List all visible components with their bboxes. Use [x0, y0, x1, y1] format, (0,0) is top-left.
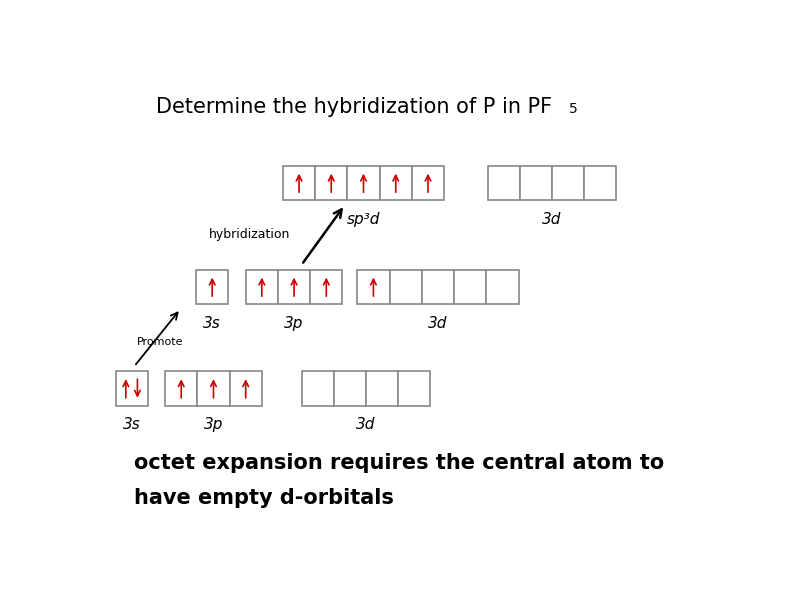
Text: 3d: 3d	[428, 316, 447, 331]
Bar	[334, 371, 366, 406]
Bar	[115, 371, 148, 406]
Bar	[196, 269, 228, 304]
Text: 3s: 3s	[203, 316, 221, 331]
Text: 3s: 3s	[122, 418, 141, 433]
Text: 5: 5	[569, 103, 578, 116]
Text: 3d: 3d	[356, 418, 376, 433]
Bar	[487, 166, 520, 200]
Bar	[584, 166, 617, 200]
Text: Promote: Promote	[138, 337, 184, 347]
Bar	[454, 269, 486, 304]
Text: Determine the hybridization of P in PF: Determine the hybridization of P in PF	[156, 97, 552, 118]
Text: 3d: 3d	[542, 212, 562, 227]
Bar	[198, 371, 230, 406]
Text: sp³d: sp³d	[347, 212, 380, 227]
Bar	[302, 371, 334, 406]
Bar	[486, 269, 518, 304]
Bar	[278, 269, 310, 304]
Text: 3p: 3p	[204, 418, 223, 433]
Bar	[398, 371, 430, 406]
Bar	[246, 269, 278, 304]
Text: have empty d-orbitals: have empty d-orbitals	[134, 488, 394, 508]
Bar	[422, 269, 454, 304]
Bar	[520, 166, 552, 200]
Text: 3p: 3p	[284, 316, 304, 331]
Bar	[165, 371, 198, 406]
Bar	[230, 371, 262, 406]
Bar	[380, 166, 412, 200]
Bar	[310, 269, 342, 304]
Bar	[366, 371, 398, 406]
Bar	[283, 166, 315, 200]
Bar	[358, 269, 390, 304]
Text: hybridization: hybridization	[209, 229, 290, 241]
Bar	[390, 269, 422, 304]
Bar	[315, 166, 347, 200]
Bar	[347, 166, 380, 200]
Bar	[412, 166, 444, 200]
Text: octet expansion requires the central atom to: octet expansion requires the central ato…	[134, 453, 664, 473]
Bar	[552, 166, 584, 200]
